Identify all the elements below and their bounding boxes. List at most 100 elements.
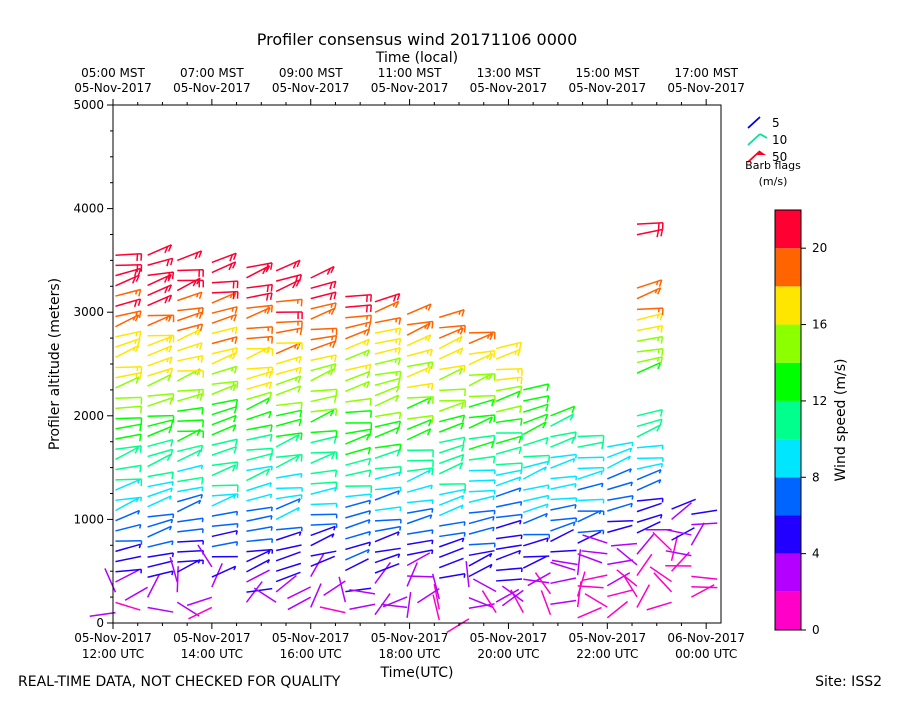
barb-feather	[658, 337, 659, 341]
barb-feather	[369, 500, 370, 504]
barb-feather	[271, 494, 272, 498]
colorbar-tick-label: 8	[812, 470, 820, 484]
barb-feather	[272, 337, 273, 344]
barb-feather	[400, 371, 401, 378]
top-tick-time: 17:00 MST	[674, 66, 738, 80]
barb-feather	[296, 368, 297, 372]
barb-feather	[494, 436, 495, 443]
barb-feather	[336, 470, 337, 477]
barb-feather	[366, 365, 367, 369]
barb-feather	[237, 542, 238, 546]
barb-feather	[371, 295, 372, 302]
barb-feather	[396, 329, 397, 333]
barb-feather	[632, 496, 633, 500]
barb-feather	[432, 509, 433, 513]
barb-feather	[432, 530, 433, 534]
barb-feather	[366, 323, 367, 327]
barb-feather	[575, 505, 576, 509]
barb-shaft	[311, 452, 337, 453]
barb-feather	[657, 315, 658, 319]
barb-feather	[400, 467, 401, 474]
barb-feather	[202, 308, 203, 315]
barb-shaft	[578, 468, 604, 469]
legend-units: (m/s)	[759, 175, 788, 188]
barb-feather	[371, 315, 372, 322]
y-axis-label: Profiler altitude (meters)	[47, 278, 63, 450]
barb-shaft	[578, 457, 604, 458]
x-tick-time: 14:00 UTC	[181, 647, 243, 661]
barb-feather	[136, 291, 137, 295]
barb-feather	[494, 415, 495, 422]
barb-feather	[272, 305, 273, 312]
barb-feather	[432, 321, 433, 328]
barb-shaft	[469, 396, 495, 397]
barb-feather	[237, 381, 238, 388]
barb-feather	[369, 542, 370, 546]
barb-feather	[202, 518, 203, 522]
colorbar-bin	[775, 401, 801, 439]
barb-shaft	[115, 418, 141, 419]
barb-shaft	[578, 435, 604, 436]
colorbar-bin	[775, 592, 801, 630]
barb-feather	[464, 574, 465, 578]
barb-feather	[301, 474, 302, 478]
barb-feather	[173, 553, 174, 557]
barb-feather	[464, 522, 465, 526]
y-tick-label: 2000	[73, 409, 104, 423]
chart-title: Profiler consensus wind 20171106 0000	[257, 30, 578, 49]
barb-feather	[658, 358, 659, 362]
colorbar-tick-label: 4	[812, 547, 820, 561]
barb-feather	[301, 455, 302, 462]
legend-entry-label: 10	[772, 133, 787, 147]
barb-feather	[272, 466, 273, 470]
colorbar-bin	[775, 515, 801, 553]
top-tick-date: 05-Nov-2017	[272, 81, 350, 95]
colorbar-tick-label: 16	[812, 318, 827, 332]
barb-feather	[198, 325, 199, 329]
barb-feather	[428, 384, 429, 388]
barb-feather	[271, 285, 272, 292]
barb-feather	[602, 483, 603, 487]
top-tick-time: 11:00 MST	[378, 66, 442, 80]
barb-feather	[396, 339, 397, 343]
barb-shaft	[607, 521, 633, 522]
barb-feather	[272, 507, 273, 511]
barb-feather	[140, 525, 141, 529]
barb-feather	[400, 527, 401, 531]
barb-feather	[490, 351, 491, 355]
y-tick-label: 0	[96, 616, 104, 630]
barb-feather	[173, 394, 174, 401]
barb-shaft	[212, 485, 238, 486]
barb-feather	[427, 350, 428, 354]
x-tick-date: 05-Nov-2017	[173, 631, 251, 645]
barb-feather	[331, 365, 332, 369]
barb-feather	[432, 468, 433, 475]
top-tick-date: 05-Nov-2017	[173, 81, 251, 95]
barb-shaft	[148, 416, 174, 417]
top-tick-date: 05-Nov-2017	[371, 81, 449, 95]
barb-feather	[521, 470, 522, 474]
barb-feather	[400, 507, 401, 511]
x-tick-date: 05-Nov-2017	[272, 631, 350, 645]
barb-feather	[297, 329, 298, 333]
barb-feather	[493, 496, 494, 500]
barb-feather	[548, 485, 549, 489]
barb-feather	[396, 318, 397, 322]
barb-feather	[202, 487, 203, 491]
barb-feather	[464, 533, 465, 537]
barb-feather	[140, 446, 141, 453]
quality-disclaimer: REAL-TIME DATA, NOT CHECKED FOR QUALITY	[18, 674, 341, 690]
colorbar-bin	[775, 325, 801, 363]
x-tick-date: 05-Nov-2017	[371, 631, 449, 645]
wind-barb	[691, 587, 717, 588]
barb-shaft	[523, 556, 549, 557]
legend-title: Barb flags	[745, 159, 801, 172]
barb-feather	[172, 571, 173, 575]
barb-feather	[301, 403, 302, 410]
barb-feather	[331, 304, 332, 308]
barb-feather	[201, 495, 202, 499]
barb-feather	[369, 511, 370, 515]
barb-feather	[632, 442, 633, 446]
barb-feather	[136, 332, 137, 336]
colorbar-tick-label: 20	[812, 241, 827, 255]
